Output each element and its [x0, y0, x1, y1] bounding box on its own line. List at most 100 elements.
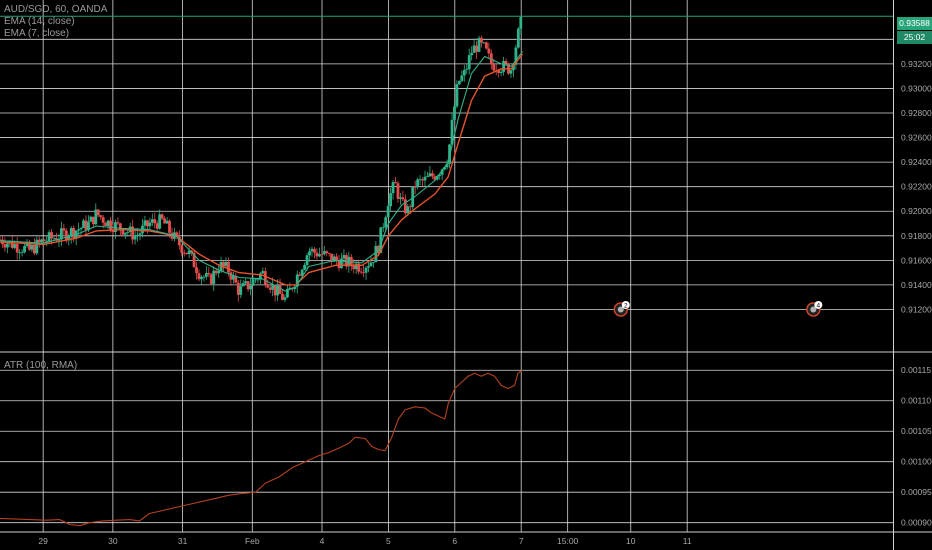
legend-symbol[interactable]: AUD/SGD, 60, OANDA [4, 4, 108, 15]
candle-body [143, 220, 147, 226]
candle-body [499, 71, 503, 74]
candle-body [467, 55, 471, 70]
candle-body [322, 251, 326, 255]
candle-body [131, 226, 135, 240]
price-tick-label: 0.91200 [901, 304, 932, 314]
candle-body [480, 37, 483, 43]
candle-body [418, 179, 422, 181]
candle-body [18, 252, 22, 254]
candle-body [99, 215, 103, 218]
candle-body [278, 285, 282, 294]
candle-body [180, 245, 184, 253]
candle-body [15, 244, 19, 253]
candle-body [433, 176, 437, 180]
candle-body [391, 182, 395, 194]
candle-body [492, 64, 496, 71]
candle-body [227, 261, 230, 273]
candle-body [268, 287, 272, 290]
candle-body [362, 272, 365, 274]
candle-body [64, 230, 68, 241]
last-price-label: 0.93588 [897, 17, 932, 30]
candle-body [386, 206, 390, 218]
price-tick-label: 0.91600 [901, 255, 932, 265]
event-marker-icon [617, 306, 624, 313]
candle-body [104, 222, 108, 226]
candle-body [23, 246, 26, 253]
candle-body [300, 269, 304, 276]
candle-body [25, 242, 29, 247]
candle-body [396, 183, 400, 199]
candle-body [298, 274, 302, 276]
candle-body [440, 169, 444, 175]
legend-ema-7[interactable]: EMA (7, close) [4, 28, 70, 39]
legend-atr[interactable]: ATR (100, RMA) [4, 360, 78, 371]
candle-body [30, 244, 34, 250]
candle-body [168, 220, 171, 233]
candle-body [114, 222, 117, 233]
candle-body [249, 285, 252, 290]
candle-body [67, 236, 71, 241]
candle-body [62, 228, 66, 231]
candle-body [384, 217, 388, 228]
candle-body [472, 45, 476, 53]
candle-body [482, 42, 486, 44]
candle-body [214, 270, 218, 274]
candle-body [344, 255, 348, 267]
candle-body [94, 209, 98, 225]
event-marker-icon [810, 306, 817, 313]
candle-body [428, 173, 432, 177]
candle-body [332, 256, 336, 262]
atr-line [0, 369, 523, 527]
candle-body [197, 273, 201, 280]
candle-body [514, 47, 518, 65]
candle-body [3, 244, 7, 248]
candle-body [42, 239, 46, 242]
price-tick-label: 0.92400 [901, 157, 932, 167]
atr-tick-label: 0.00110 [901, 396, 931, 406]
candle-body [271, 284, 275, 290]
event-badge-count: 4 [817, 302, 821, 309]
candle-body [82, 220, 85, 228]
candle-body [430, 173, 434, 177]
candles [0, 16, 523, 303]
candle-body [308, 251, 311, 256]
time-tick-label: 10 [626, 536, 636, 546]
time-tick-label: 5 [386, 536, 391, 546]
time-tick-label: Feb [245, 536, 260, 546]
candle-body [359, 271, 363, 273]
candle-body [77, 229, 81, 231]
event-badge-count: 2 [624, 302, 628, 309]
candle-body [224, 261, 228, 267]
candle-body [460, 75, 464, 81]
time-tick-label: 4 [320, 536, 325, 546]
candle-body [182, 252, 186, 254]
candle-body [286, 288, 289, 298]
ema-14-line [0, 53, 524, 286]
candle-body [374, 245, 378, 263]
legend-ema-14[interactable]: EMA (14, close) [4, 16, 75, 27]
candle-body [121, 229, 125, 235]
atr-tick-label: 0.00090 [901, 518, 932, 528]
candle-body [342, 255, 346, 259]
candle-body [406, 206, 410, 214]
candle-body [72, 228, 76, 238]
candle-body [138, 233, 142, 236]
candle-body [241, 283, 245, 287]
price-tick-label: 0.91400 [901, 280, 932, 290]
candle-body [445, 163, 449, 168]
candle-body [32, 244, 36, 254]
candle-body [305, 255, 309, 265]
candle-body [118, 223, 122, 230]
candle-body [337, 260, 341, 269]
candle-body [244, 281, 248, 284]
candle-body [212, 270, 216, 284]
candle-body [423, 176, 427, 181]
event-badge [814, 300, 823, 309]
candle-body [325, 251, 329, 254]
candle-body [52, 238, 56, 240]
candle-body [367, 266, 370, 268]
candle-body [465, 69, 469, 71]
